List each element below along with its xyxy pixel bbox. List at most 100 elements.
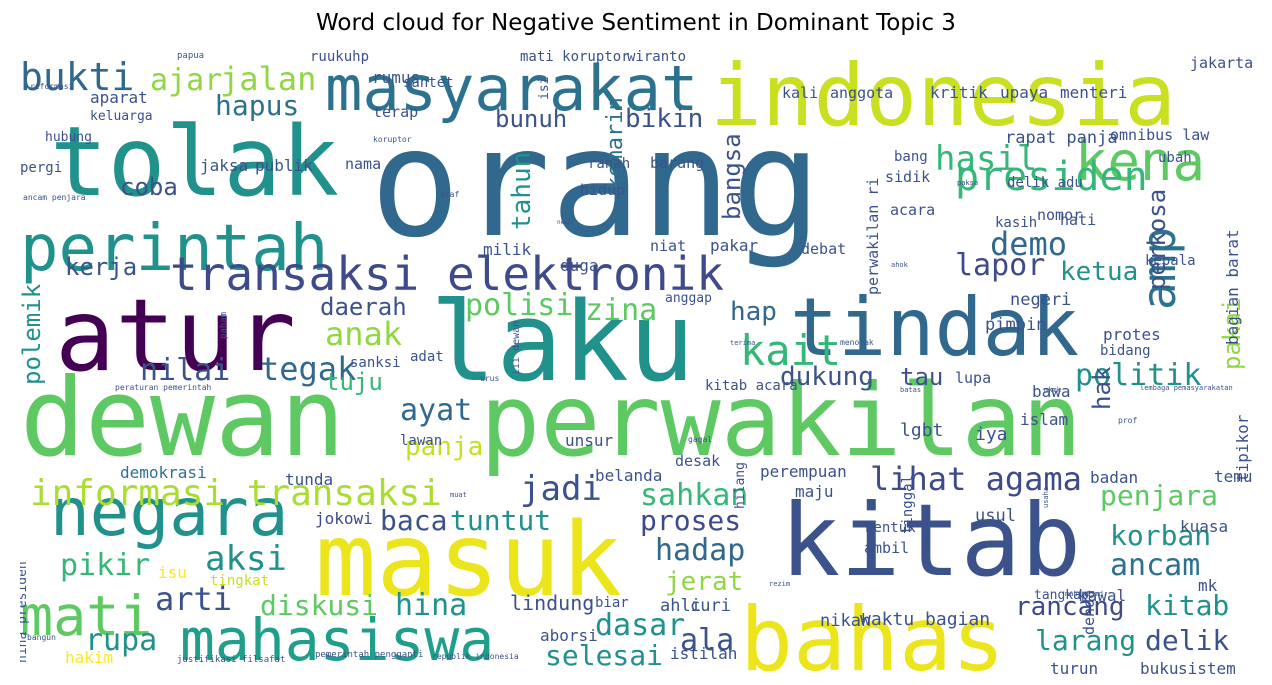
word-ranah: ranah [588,156,630,172]
word-protes: protes [1103,325,1161,344]
word-kitab: kitab [780,482,1081,599]
word-ubah: ubah [1158,150,1192,166]
word-kitab: kitab [1145,589,1229,622]
word-jaksa: jaksa [200,156,248,175]
word-hasil: hasil [935,139,1037,179]
word-hidup: hidup [580,181,625,199]
word-kali: kali [782,84,818,102]
word-rupa: rupa [85,623,157,658]
word-nama: nama [345,155,381,173]
word-atur: atur [55,277,296,394]
word-turun: turun [1050,659,1098,675]
word-hina-presiden: hina presiden [20,561,30,663]
word-kritik: kritik [930,83,988,102]
word-coba: coba [120,173,178,201]
word-bunuh: bunuh [495,105,567,133]
word-urus: urus [480,374,499,383]
word-pimpin: pimpin [985,315,1046,335]
word-debat: debat [801,240,846,258]
word-omnibus-law: omnibus law [1110,126,1210,144]
word-zina: zina [585,293,657,328]
word-pikir: pikir [60,548,150,583]
word-draf: draf [440,190,459,199]
word-koruptor: koruptor [373,135,412,144]
word-belanda: belanda [595,466,662,485]
word-penjara: penjara [1100,479,1218,512]
word-niat: niat [650,237,686,255]
word-temu: temu [1214,467,1253,486]
word-sistem: sistem [1178,659,1236,675]
word-paham: paham [219,312,229,339]
word-aborsi: aborsi [540,626,598,645]
word-perwakilan: perwakilan [480,362,1082,479]
word-politik: politik [1075,358,1201,393]
word-menolak: menolak [840,338,874,347]
word-tahun: tahun [507,152,537,230]
word-nilai: nilai [140,353,230,388]
word-adat: adat [410,349,444,365]
word-aparat: aparat [90,88,148,107]
word-sanksi: sanksi [350,355,401,371]
word-pemerintah-pengganti: pemerintah pengganti [315,650,423,660]
word-sahkan: sahkan [640,478,748,513]
word-menteri: menteri [1060,83,1127,102]
word-muat: muat [450,491,467,499]
word-kawal: kawal [1078,586,1126,605]
word-hati: hati [1060,211,1096,229]
word-laku: laku [430,278,695,406]
word-korban: korban [1110,519,1211,552]
word-curi: curi [690,596,731,616]
word-lembaga-pemasyarakatan: lembaga pemasyarakatan [1140,384,1233,392]
word-baca: baca [380,504,447,537]
word-mati: mati [20,584,152,648]
word-tipikor: tipikor [1233,414,1252,482]
word-proses: proses [640,504,741,537]
word-iya: iya [975,424,1008,445]
word-kemarin: kemarin [603,97,628,190]
word-rumus: rumus [372,68,420,87]
word-lindung: lindung [510,591,594,615]
word-ahok: ahok [891,261,909,269]
word-ancam-penjara: ancam penjara [23,193,86,202]
word-presiden: presiden [955,154,1148,200]
word-diskusi: diskusi [260,589,378,622]
word-mkmk: mkmk [1044,386,1062,394]
word-bangsa: bangsa [718,133,746,220]
word-anggap: anggap [665,291,712,306]
word-unsur: unsur [565,431,614,450]
word-mk: mk [1198,576,1218,595]
word-tuju: tuju [325,368,383,396]
word-orang: orang [370,97,822,271]
word-reformasi: reformasi [30,82,74,91]
word-isi: isi [537,77,552,100]
word-larang: larang [1035,624,1136,657]
word-negara: negara [50,474,288,551]
word-dasar: dasar [595,608,685,643]
word-paksa: paksa [957,179,978,187]
word-polemik: polemik [20,283,46,385]
word-hadap: hadap [655,533,745,568]
word-bagian-barat: bagian barat [1223,229,1242,345]
word-ruukuhp: ruukuhp [310,49,369,65]
word-mati-koruptor: mati koruptor [520,49,630,65]
word-usaha: usaha [1042,487,1050,508]
word-barang: barang [650,154,704,172]
word-kena: kena [1075,130,1205,193]
word-daerah: daerah [320,293,407,321]
word-hina: hina [395,588,467,623]
word-rapat-panja: rapat panja [1005,128,1118,148]
word-santet: santet [403,75,454,91]
word-selesai: selesai [545,639,663,672]
word-perkosa: perkosa [1143,189,1171,290]
word-mahasiswa: mahasiswa [180,606,494,674]
word-ayat: ayat [400,393,472,428]
word-buku: buku [1140,659,1179,675]
word-lawan: lawan [400,433,442,449]
word-arti: arti [155,580,232,618]
word-delik-adu: delik adu [1007,175,1083,191]
word-ala: ala [680,623,734,658]
word-kitab-acara: kitab acara [705,378,798,394]
word-hakim: hakim [65,648,113,667]
word-maju: maju [795,482,834,501]
word-amp: amp [1132,227,1186,310]
